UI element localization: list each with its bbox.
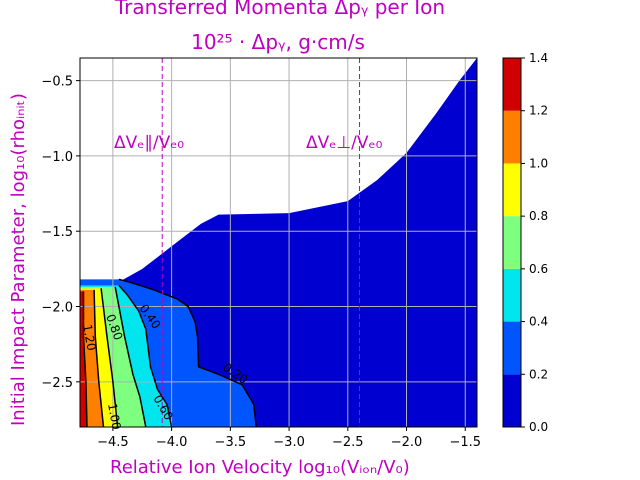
chart-title: Transferred Momenta Δpᵧ per Ion: [114, 0, 445, 19]
contour-label-1.20: 1.20: [80, 323, 98, 352]
colorbar-segment: [503, 58, 521, 111]
colorbar-segment: [503, 163, 521, 217]
colorbar-segment: [503, 216, 521, 269]
contour-line-0.2: [118, 278, 257, 427]
y-axis-label: Initial Impact Parameter, log₁₀(rhoᵢₙᵢₜ): [8, 93, 29, 426]
x-tick-label: −3.0: [273, 435, 305, 450]
colorbar-tick-label: 1.4: [529, 51, 548, 65]
colorbar-tick-label: 0.2: [529, 367, 548, 381]
colorbar-frame: [502, 57, 522, 428]
colorbar-segment: [503, 374, 521, 427]
colorbar-tick-label: 0.4: [529, 315, 548, 329]
colorbar-segment: [503, 268, 521, 322]
y-tick-label: −1.5: [41, 225, 73, 240]
colorbar-tick-label: 0.8: [529, 209, 548, 223]
x-tick-label: −4.0: [156, 435, 188, 450]
y-tick-label: −0.5: [41, 75, 73, 90]
y-tick-label: −2.0: [41, 301, 73, 316]
colorbar-tick-label: 1.2: [529, 104, 548, 118]
contour-line-1.2: [82, 291, 88, 427]
annotation-parallel: ΔVₑ∥/Vₑ₀: [114, 133, 184, 153]
colorbar-tick-label: 0.0: [529, 420, 548, 434]
colorbar-tick-label: 1.0: [529, 156, 548, 170]
x-axis-label: Relative Ion Velocity log₁₀(Vᵢₒₙ/V₀): [110, 457, 410, 478]
y-tick-label: −1.0: [41, 150, 73, 165]
x-tick-label: −1.5: [449, 435, 481, 450]
plot-frame: [79, 57, 478, 428]
x-tick-label: −3.5: [215, 435, 247, 450]
x-tick-label: −4.5: [97, 435, 129, 450]
colorbar-tick-label: 0.6: [529, 262, 548, 276]
plot-area: [80, 58, 477, 427]
colorbar-segment: [503, 110, 521, 164]
y-tick-label: −2.5: [41, 376, 73, 391]
colorbar-segment: [503, 321, 521, 375]
contour-line-0.8: [100, 288, 119, 427]
annotation-perpendicular: ΔVₑ⊥/Vₑ₀: [306, 133, 383, 153]
contour-line-0.6: [114, 286, 147, 427]
x-tick-label: −2.0: [391, 435, 423, 450]
chart-subtitle: 10²⁵ · Δpᵧ, g·cm/s: [191, 30, 365, 54]
x-tick-label: −2.5: [332, 435, 364, 450]
band-1.2: [80, 291, 87, 427]
contour-label-1.00: 1.00: [105, 402, 123, 431]
contour-line-1.0: [93, 289, 105, 427]
contour-line-0.4: [118, 284, 173, 427]
